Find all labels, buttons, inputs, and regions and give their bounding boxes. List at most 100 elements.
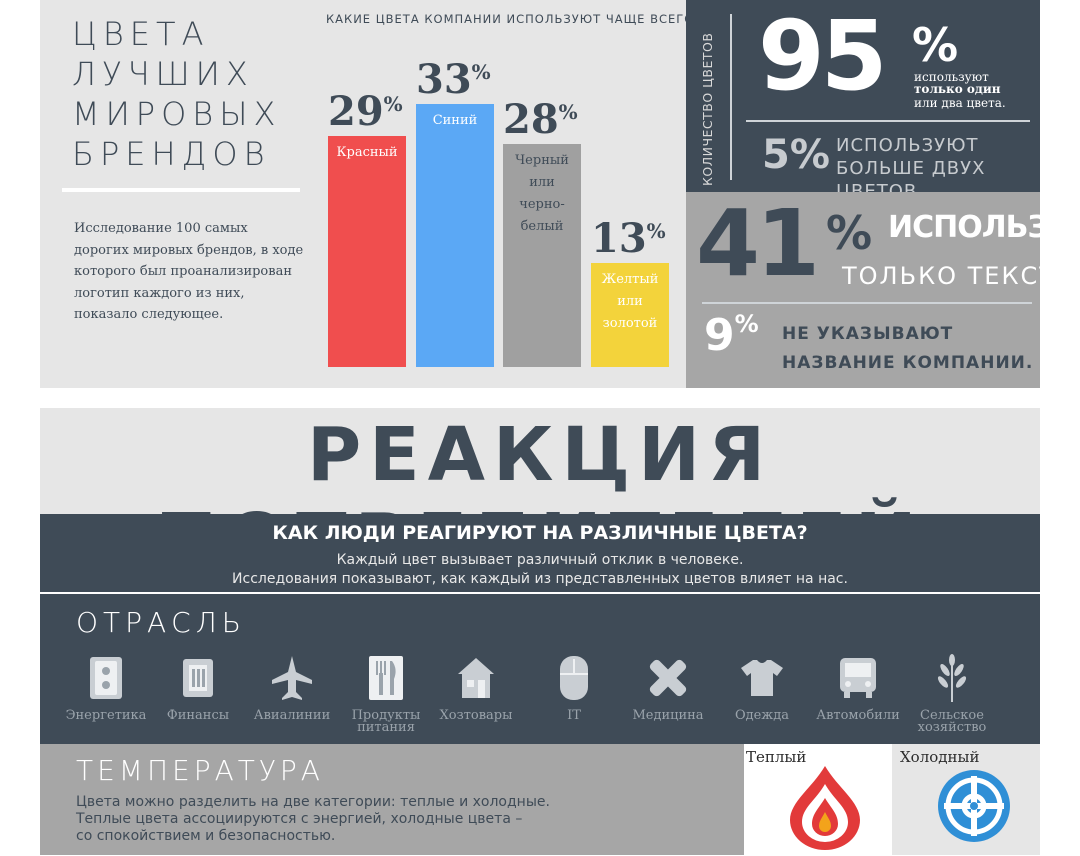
divider xyxy=(702,302,1032,304)
industry-item: Одежда xyxy=(714,650,810,722)
temperature-heading: ТЕМПЕРАТУРА xyxy=(76,754,324,787)
tshirt-icon xyxy=(714,650,810,706)
brand-colors-title: ЦВЕТА ЛУЧШИХ МИРОВЫХ БРЕНДОВ xyxy=(72,14,312,174)
industry-label: Энергетика xyxy=(65,708,147,723)
bar-category-label: Красный xyxy=(328,142,406,164)
bar-category-label: Синий xyxy=(416,110,494,132)
industry-label: Продукты питания xyxy=(351,708,421,735)
reaction-subtitle: Каждый цвет вызывает различный отклик в … xyxy=(336,552,744,568)
bar-value-label: 33% xyxy=(416,56,491,103)
stat-95-text: используют xyxy=(914,70,989,84)
cold-label: Холодный xyxy=(900,748,980,766)
bar-1 xyxy=(328,136,406,367)
bar-value: 29 xyxy=(328,88,384,135)
temperature-text: Цвета можно разделить на две категории: … xyxy=(76,794,550,810)
temperature-text: Теплые цвета ассоциируются с энергией, х… xyxy=(76,811,523,827)
chart-title: КАКИЕ ЦВЕТА КОМПАНИИ ИСПОЛЬЗУЮТ ЧАЩЕ ВСЕ… xyxy=(326,12,702,26)
title-line: БРЕНДОВ xyxy=(72,135,271,173)
wallet-icon xyxy=(150,650,246,706)
industry-item: Энергетика xyxy=(58,650,154,722)
industry-label: Автомобили xyxy=(816,708,900,723)
reaction-question: КАК ЛЮДИ РЕАГИРУЮТ НА РАЗЛИЧНЫЕ ЦВЕТА? xyxy=(272,522,808,544)
industry-label: Сельское хозяйство xyxy=(917,708,987,735)
bar-value: 13 xyxy=(591,215,647,262)
stat-41-unit: % xyxy=(826,206,873,260)
stat-41-text: ИСПОЛЬЗУЮТ xyxy=(888,210,1080,245)
cutlery-icon xyxy=(338,650,434,706)
bar-value: 28 xyxy=(503,96,559,143)
reaction-panel xyxy=(40,514,1040,744)
snowflake-icon xyxy=(936,768,1012,848)
bar-value-unit: % xyxy=(471,60,491,84)
page-margin xyxy=(0,0,40,855)
bar-3 xyxy=(503,144,581,367)
industry-heading: ОТРАСЛЬ xyxy=(76,606,246,639)
industry-item: Продукты питания xyxy=(338,650,434,734)
bandage-icon xyxy=(620,650,716,706)
bar-category-line: Красный xyxy=(336,145,398,160)
bar-category-label: Желтый или золотой xyxy=(591,269,669,335)
bar-2 xyxy=(416,104,494,367)
stat-41-number: 41 xyxy=(696,190,820,297)
temperature-panel xyxy=(40,744,744,855)
industry-item: Автомобили xyxy=(810,650,906,722)
color-count-panel xyxy=(686,0,1040,192)
consumer-title-panel xyxy=(40,408,1040,514)
bar-category-line: белый xyxy=(520,219,564,234)
temperature-text: со спокойствием и безопасностью. xyxy=(76,828,336,844)
industry-label: Авиалинии xyxy=(253,708,331,723)
bar-category-line: черно- xyxy=(519,197,565,212)
industry-item: Финансы xyxy=(150,650,246,722)
industry-label: Одежда xyxy=(734,708,790,723)
industry-item: IT xyxy=(526,650,622,722)
industry-item: Хозтовары xyxy=(428,650,524,722)
stat-5-number: 5% xyxy=(762,132,830,178)
bar-value-label: 29% xyxy=(328,88,403,135)
stat-9-text: НЕ УКАЗЫВАЮТ НАЗВАНИЕ КОМПАНИИ. xyxy=(782,324,1034,373)
stat-95-text: только один xyxy=(914,82,1001,96)
bar-category-line: Черный xyxy=(515,153,569,168)
stat-95-number: 95 xyxy=(758,0,888,112)
divider xyxy=(62,188,300,192)
stat-95-unit: % xyxy=(912,18,959,72)
bar-category-line: Синий xyxy=(432,113,478,128)
stat-95-text: или два цвета. xyxy=(914,96,1006,110)
industry-item: Авиалинии xyxy=(244,650,340,722)
reaction-subtitle: Исследования показывают, как каждый из п… xyxy=(232,571,848,587)
wheat-icon xyxy=(904,650,1000,706)
bar-value-unit: % xyxy=(646,219,666,243)
flame-icon xyxy=(786,764,864,856)
bar-value-label: 13% xyxy=(591,215,666,262)
socket-icon xyxy=(58,650,154,706)
bar-category-line: или xyxy=(617,294,643,309)
title-line: МИРОВЫХ xyxy=(72,95,282,133)
bar-4 xyxy=(591,263,669,367)
title-line: ЦВЕТА xyxy=(72,15,210,53)
mouse-icon xyxy=(526,650,622,706)
stat-9-number: 9% xyxy=(704,310,759,361)
industry-item: Сельское хозяйство xyxy=(904,650,1000,734)
bar-value-label: 28% xyxy=(503,96,578,143)
title-line: ЛУЧШИХ xyxy=(72,55,254,93)
divider xyxy=(40,592,1040,594)
stat-9-value: 9 xyxy=(704,310,735,361)
bar-category-label: Черный или черно-белый xyxy=(503,150,581,238)
color-count-label: КОЛИЧЕСТВО ЦВЕТОВ xyxy=(700,32,715,186)
industry-label: Финансы xyxy=(166,708,230,723)
stat-9-unit: % xyxy=(734,310,759,338)
industry-label: Медицина xyxy=(632,708,704,723)
house-icon xyxy=(428,650,524,706)
study-description: Исследование 100 самых дорогих мировых б… xyxy=(74,221,304,322)
industry-item: Медицина xyxy=(620,650,716,722)
industry-label: Хозтовары xyxy=(439,708,513,723)
bar-category-line: или xyxy=(529,175,555,190)
text-logo-panel xyxy=(686,192,1040,388)
bar-value-unit: % xyxy=(383,92,403,116)
bar-value-unit: % xyxy=(558,100,578,124)
bar-category-line: золотой xyxy=(602,316,658,331)
divider xyxy=(730,14,732,180)
warm-label: Теплый xyxy=(746,748,807,766)
bar-chart: 29% Красный 33% Синий 28% Черный или черно-белы… xyxy=(0,0,669,367)
divider xyxy=(746,120,1030,122)
bar-category-line: Желтый xyxy=(601,272,659,287)
